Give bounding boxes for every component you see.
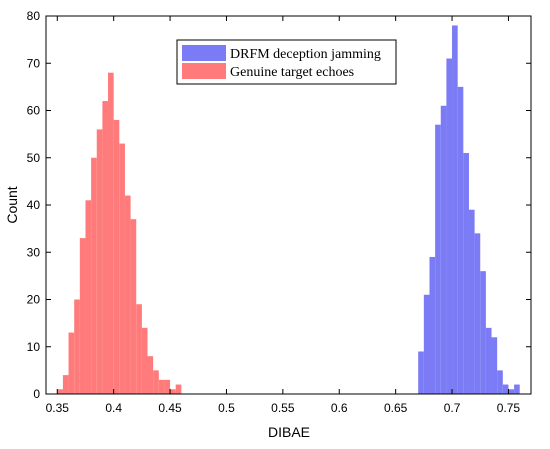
histogram-bar-drfm: [423, 294, 430, 394]
x-axis-label: DIBAE: [268, 424, 310, 440]
histogram-bar-genuine: [85, 200, 92, 394]
bars-group: [57, 25, 520, 395]
y-tick-label: 60: [27, 104, 41, 118]
legend: DRFM deception jamming Genuine target ec…: [176, 39, 397, 85]
histogram-bar-genuine: [96, 129, 103, 394]
histogram-bar-drfm: [468, 209, 475, 394]
histogram-bar-genuine: [91, 157, 97, 394]
x-tick-label: 0.6: [331, 401, 348, 415]
histogram-bar-drfm: [480, 271, 486, 394]
histogram-bar-drfm: [452, 25, 458, 394]
histogram-bar-genuine: [130, 219, 137, 394]
histogram-bar-genuine: [164, 379, 171, 394]
y-tick-label: 80: [27, 9, 41, 23]
x-tick-label: 0.5: [218, 401, 235, 415]
histogram-bar-genuine: [68, 332, 75, 394]
histogram-bar-genuine: [136, 304, 142, 394]
histogram-bar-drfm: [474, 233, 481, 394]
histogram-bar-drfm: [435, 124, 441, 395]
y-tick-label: 70: [27, 56, 41, 70]
x-tick-label: 0.45: [158, 401, 182, 415]
histogram-bar-genuine: [124, 195, 131, 394]
histogram-bar-genuine: [158, 379, 165, 394]
histogram-bar-genuine: [102, 101, 109, 395]
x-tick-label: 0.35: [46, 401, 70, 415]
y-axis-label: Count: [4, 186, 20, 223]
histogram-bar-genuine: [108, 72, 114, 394]
histogram-bar-genuine: [62, 375, 69, 394]
histogram-bar-genuine: [141, 327, 148, 394]
legend-swatch-genuine: [182, 63, 226, 79]
x-tick-label: 0.7: [444, 401, 461, 415]
x-tick-label: 0.4: [105, 401, 122, 415]
histogram-bar-genuine: [113, 119, 120, 394]
histogram-bar-drfm: [446, 58, 453, 395]
histogram-bar-drfm: [502, 384, 509, 394]
x-axis: 0.35 0.4 0.45 0.5 0.55 0.6 0.65 0.7 0.75: [46, 16, 521, 415]
y-axis: 0 10 20 30 40 50 60 70 80: [27, 9, 531, 401]
histogram-bar-genuine: [79, 238, 86, 394]
histogram-bar-genuine: [170, 389, 176, 394]
histogram-bar-drfm: [497, 370, 503, 394]
x-tick-label: 0.75: [497, 401, 521, 415]
legend-swatch-drfm: [182, 45, 226, 61]
y-tick-label: 30: [27, 245, 41, 259]
histogram-bar-drfm: [491, 337, 498, 394]
y-tick-label: 50: [27, 151, 41, 165]
y-tick-label: 0: [33, 387, 40, 401]
histogram-bar-drfm: [457, 86, 464, 394]
x-tick-label: 0.55: [271, 401, 295, 415]
histogram-bar-genuine: [147, 356, 154, 394]
histogram-bar-genuine: [153, 370, 159, 394]
histogram-bar-genuine: [74, 299, 80, 394]
x-tick-label: 0.65: [384, 401, 408, 415]
histogram-bar-genuine: [119, 143, 125, 394]
histogram-bar-drfm: [418, 351, 424, 394]
histogram-bar-drfm: [485, 327, 492, 394]
legend-label-drfm: DRFM deception jamming: [230, 47, 381, 62]
histogram-bar-drfm: [508, 389, 515, 394]
histogram-bar-genuine: [57, 389, 63, 394]
y-tick-label: 40: [27, 198, 41, 212]
histogram-bar-drfm: [429, 256, 436, 394]
histogram-bar-drfm: [440, 105, 447, 395]
histogram-bar-genuine: [175, 384, 182, 394]
histogram-bar-drfm: [514, 384, 520, 394]
histogram-bar-drfm: [463, 153, 469, 394]
y-tick-label: 20: [27, 293, 41, 307]
y-tick-label: 10: [27, 340, 41, 354]
legend-label-genuine: Genuine target echoes: [230, 65, 354, 80]
